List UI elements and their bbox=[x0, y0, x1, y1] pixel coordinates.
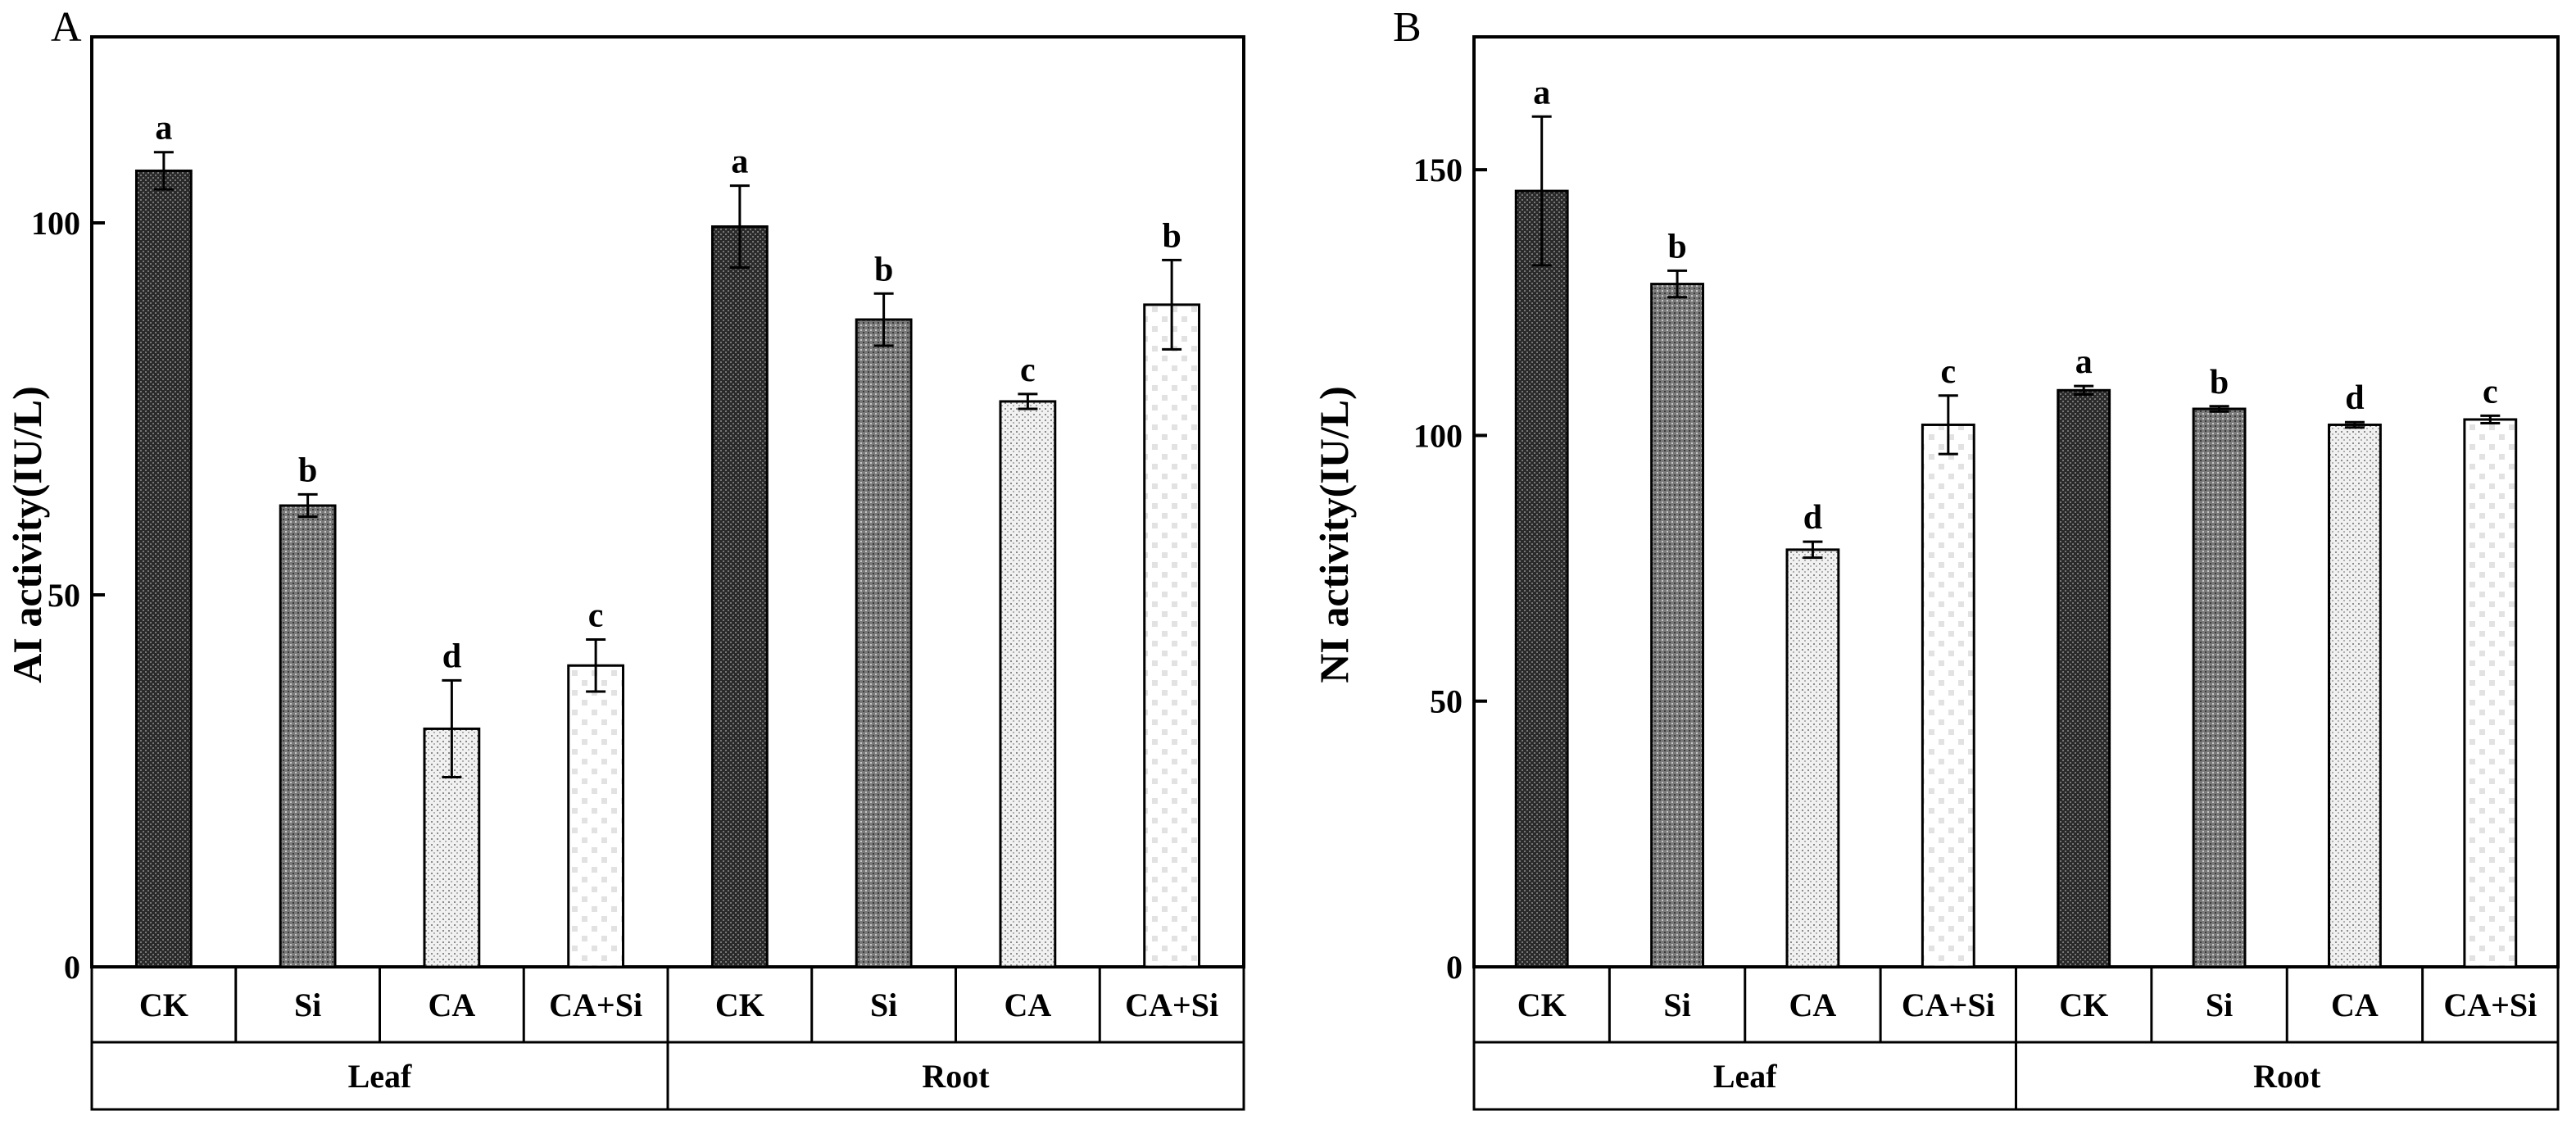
panel-label-a: A bbox=[51, 4, 82, 51]
panel-b: B 0 50 100 150 NI activity(IU/L) a CK b Si d CA c CA… bbox=[1311, 4, 2560, 1111]
bar-root-si bbox=[855, 318, 913, 968]
category-label: CK bbox=[2059, 987, 2108, 1023]
plot-frame bbox=[90, 35, 1245, 968]
y-tick-label: 100 bbox=[1413, 417, 1463, 454]
significance-label: d bbox=[442, 637, 461, 675]
panel-label-b: B bbox=[1393, 4, 1422, 51]
group-label-root: Root bbox=[2253, 1058, 2321, 1095]
y-tick-label: 150 bbox=[1413, 152, 1463, 188]
category-label: Si bbox=[870, 987, 897, 1023]
bar-leaf-ca-si bbox=[1921, 423, 1975, 968]
bar-root-ck bbox=[710, 225, 769, 968]
category-label: CK bbox=[139, 987, 188, 1023]
significance-label: c bbox=[588, 596, 604, 634]
group-label-leaf: Leaf bbox=[348, 1058, 412, 1095]
bar-leaf-ck bbox=[134, 169, 193, 968]
bar-root-ca bbox=[999, 400, 1057, 968]
bar-leaf-ca-si bbox=[567, 664, 625, 968]
significance-label: c bbox=[2483, 373, 2498, 411]
plot-frame bbox=[1472, 35, 2560, 968]
y-tick-label: 50 bbox=[1430, 683, 1463, 720]
bar-root-ca-si bbox=[2463, 418, 2518, 968]
bar-root-ck bbox=[2057, 388, 2111, 968]
category-label: Si bbox=[294, 987, 321, 1023]
bar-leaf-si bbox=[1650, 283, 1704, 968]
significance-label: b bbox=[1667, 228, 1686, 265]
category-label: CK bbox=[1517, 987, 1567, 1023]
significance-label: d bbox=[1803, 499, 1822, 537]
y-tick-label: 0 bbox=[64, 949, 80, 986]
bar-root-si bbox=[2192, 407, 2247, 968]
y-axis-title: AI activity(IU/L) bbox=[4, 386, 50, 683]
panel-a-plot: 0 50 100 AI activity(IU/L) a CK b Si d CA c CA+Si a C… bbox=[4, 35, 1245, 1111]
group-label-root: Root bbox=[922, 1058, 990, 1095]
category-label: CA bbox=[2331, 987, 2379, 1023]
bar-leaf-ck bbox=[1514, 189, 1569, 968]
panel-b-plot: 0 50 100 150 NI activity(IU/L) a CK b Si d CA c CA+S… bbox=[1311, 35, 2560, 1111]
significance-label: b bbox=[1162, 217, 1181, 255]
bar-root-ca bbox=[2328, 423, 2382, 968]
category-label: CK bbox=[715, 987, 764, 1023]
significance-label: b bbox=[2210, 364, 2229, 401]
y-axis-title: NI activity(IU/L) bbox=[1311, 386, 1357, 683]
significance-label: c bbox=[1020, 352, 1036, 389]
significance-label: a bbox=[155, 110, 172, 147]
category-label: CA+Si bbox=[2443, 987, 2537, 1023]
category-label: CA bbox=[1789, 987, 1837, 1023]
category-label: Si bbox=[2206, 987, 2233, 1023]
y-tick-label: 100 bbox=[31, 205, 80, 242]
category-label: CA bbox=[428, 987, 475, 1023]
significance-label: a bbox=[2075, 343, 2093, 381]
category-label: CA+Si bbox=[549, 987, 642, 1023]
significance-label: c bbox=[1940, 353, 1956, 391]
y-tick-label: 0 bbox=[1446, 949, 1463, 986]
significance-label: a bbox=[1533, 74, 1550, 111]
significance-label: d bbox=[2345, 379, 2364, 417]
significance-label: b bbox=[874, 251, 893, 288]
bar-root-ca-si bbox=[1143, 303, 1201, 968]
group-label-leaf: Leaf bbox=[1713, 1058, 1777, 1095]
significance-label: b bbox=[298, 451, 317, 489]
category-label: CA bbox=[1004, 987, 1051, 1023]
category-label: Si bbox=[1663, 987, 1690, 1023]
category-label: CA+Si bbox=[1125, 987, 1218, 1023]
category-label: CA+Si bbox=[1902, 987, 1995, 1023]
panel-a: A 0 50 100 AI activity(IU/L) a CK b Si d CA c CA+Si… bbox=[4, 4, 1245, 1111]
significance-label: a bbox=[731, 143, 748, 181]
y-tick-label: 50 bbox=[48, 577, 80, 614]
bar-leaf-ca bbox=[1785, 548, 1840, 968]
bar-leaf-si bbox=[279, 504, 337, 968]
